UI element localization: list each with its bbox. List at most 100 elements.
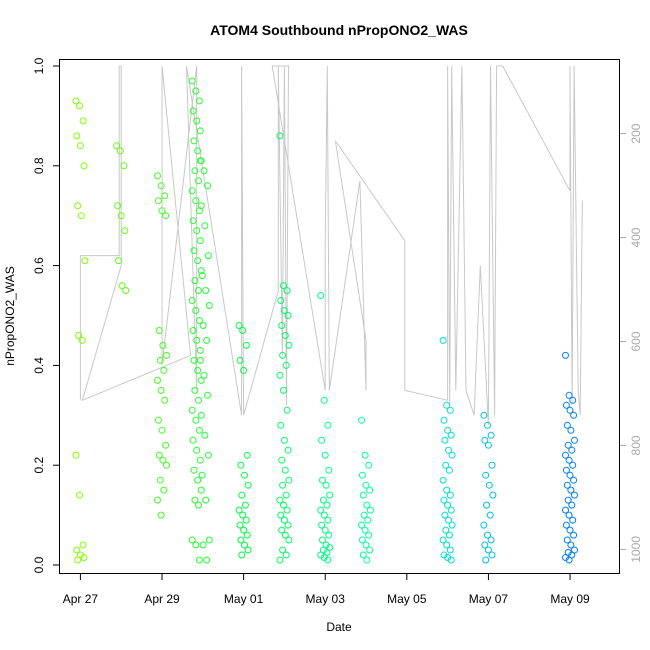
data-point (115, 257, 122, 265)
y-tick-label: 1.0 (32, 57, 46, 74)
data-point (202, 496, 210, 504)
data-point (194, 476, 202, 484)
data-point (204, 252, 212, 260)
data-point (318, 521, 326, 529)
data-point (570, 476, 578, 484)
data-point (566, 471, 574, 479)
data-point (446, 406, 454, 414)
data-point (487, 536, 495, 544)
data-point (192, 416, 200, 424)
data-point (562, 521, 570, 529)
data-point (440, 416, 448, 424)
data-point (442, 526, 450, 534)
secondary-tick-label: 200 (629, 123, 643, 143)
data-point (318, 436, 326, 444)
data-point (441, 511, 449, 519)
data-point (279, 481, 287, 489)
data-point (80, 162, 88, 170)
data-point (189, 107, 197, 115)
data-point (484, 531, 491, 539)
data-point (193, 117, 201, 125)
data-point (358, 536, 366, 544)
data-point (485, 481, 493, 489)
data-point (444, 501, 452, 509)
data-point (191, 496, 199, 504)
data-point (195, 317, 203, 324)
data-point (193, 336, 201, 344)
data-point (488, 551, 496, 559)
data-point (321, 451, 329, 459)
y-tick-label: 0.0 (32, 556, 46, 573)
data-point (195, 97, 203, 105)
data-point (565, 456, 573, 464)
data-point (439, 476, 447, 484)
data-point (199, 541, 207, 549)
data-point (192, 87, 200, 95)
data-point (188, 77, 196, 85)
data-point (447, 506, 455, 514)
x-tick-label: May 07 (469, 592, 509, 606)
data-point (188, 536, 196, 544)
data-point (364, 516, 372, 524)
data-point (158, 207, 166, 215)
data-point (322, 481, 330, 489)
data-point (160, 366, 168, 374)
data-point (488, 461, 496, 469)
data-point (563, 536, 571, 544)
data-point (242, 516, 250, 524)
x-tick-label: Apr 27 (63, 592, 99, 606)
data-point (193, 446, 201, 454)
data-point (154, 496, 161, 504)
data-point (163, 461, 170, 469)
data-point (188, 187, 196, 195)
data-point (566, 406, 574, 414)
data-point (280, 436, 288, 444)
data-point (76, 102, 83, 110)
data-point (198, 272, 206, 280)
data-point (570, 411, 578, 419)
data-point (445, 516, 452, 524)
data-point (323, 501, 331, 509)
x-tick-label: May 01 (224, 592, 264, 606)
data-point (326, 491, 334, 499)
data-point (194, 257, 202, 265)
data-point (160, 486, 168, 494)
data-point (480, 411, 488, 419)
data-point (241, 541, 248, 549)
data-point (121, 227, 129, 235)
data-point (279, 546, 287, 554)
data-point (442, 461, 450, 469)
data-point (363, 556, 371, 564)
data-point (78, 336, 86, 344)
data-point (73, 546, 81, 554)
data-point (239, 511, 247, 519)
data-point (443, 541, 451, 549)
data-point (361, 526, 369, 534)
y-tick-label: 0.8 (32, 157, 46, 174)
data-point (358, 521, 365, 529)
data-point (569, 396, 577, 404)
data-point (324, 556, 332, 564)
data-point (276, 371, 284, 379)
data-point (196, 356, 204, 364)
data-point (320, 511, 328, 519)
data-point (483, 501, 491, 509)
data-point (367, 506, 374, 514)
data-point (480, 521, 488, 529)
data-point (562, 466, 570, 474)
chart-title: ATOM4 Southbound nPropONO2_WAS (210, 22, 468, 38)
data-point (154, 376, 161, 384)
data-point (324, 421, 332, 429)
data-point (489, 491, 497, 499)
data-point (203, 556, 211, 564)
data-point (317, 292, 325, 299)
data-point (157, 511, 165, 519)
data-point (197, 202, 205, 210)
data-point (194, 366, 202, 374)
data-point (73, 132, 81, 140)
data-point (562, 451, 569, 459)
data-point (79, 541, 87, 549)
data-point (484, 441, 492, 449)
data-point (324, 516, 332, 524)
